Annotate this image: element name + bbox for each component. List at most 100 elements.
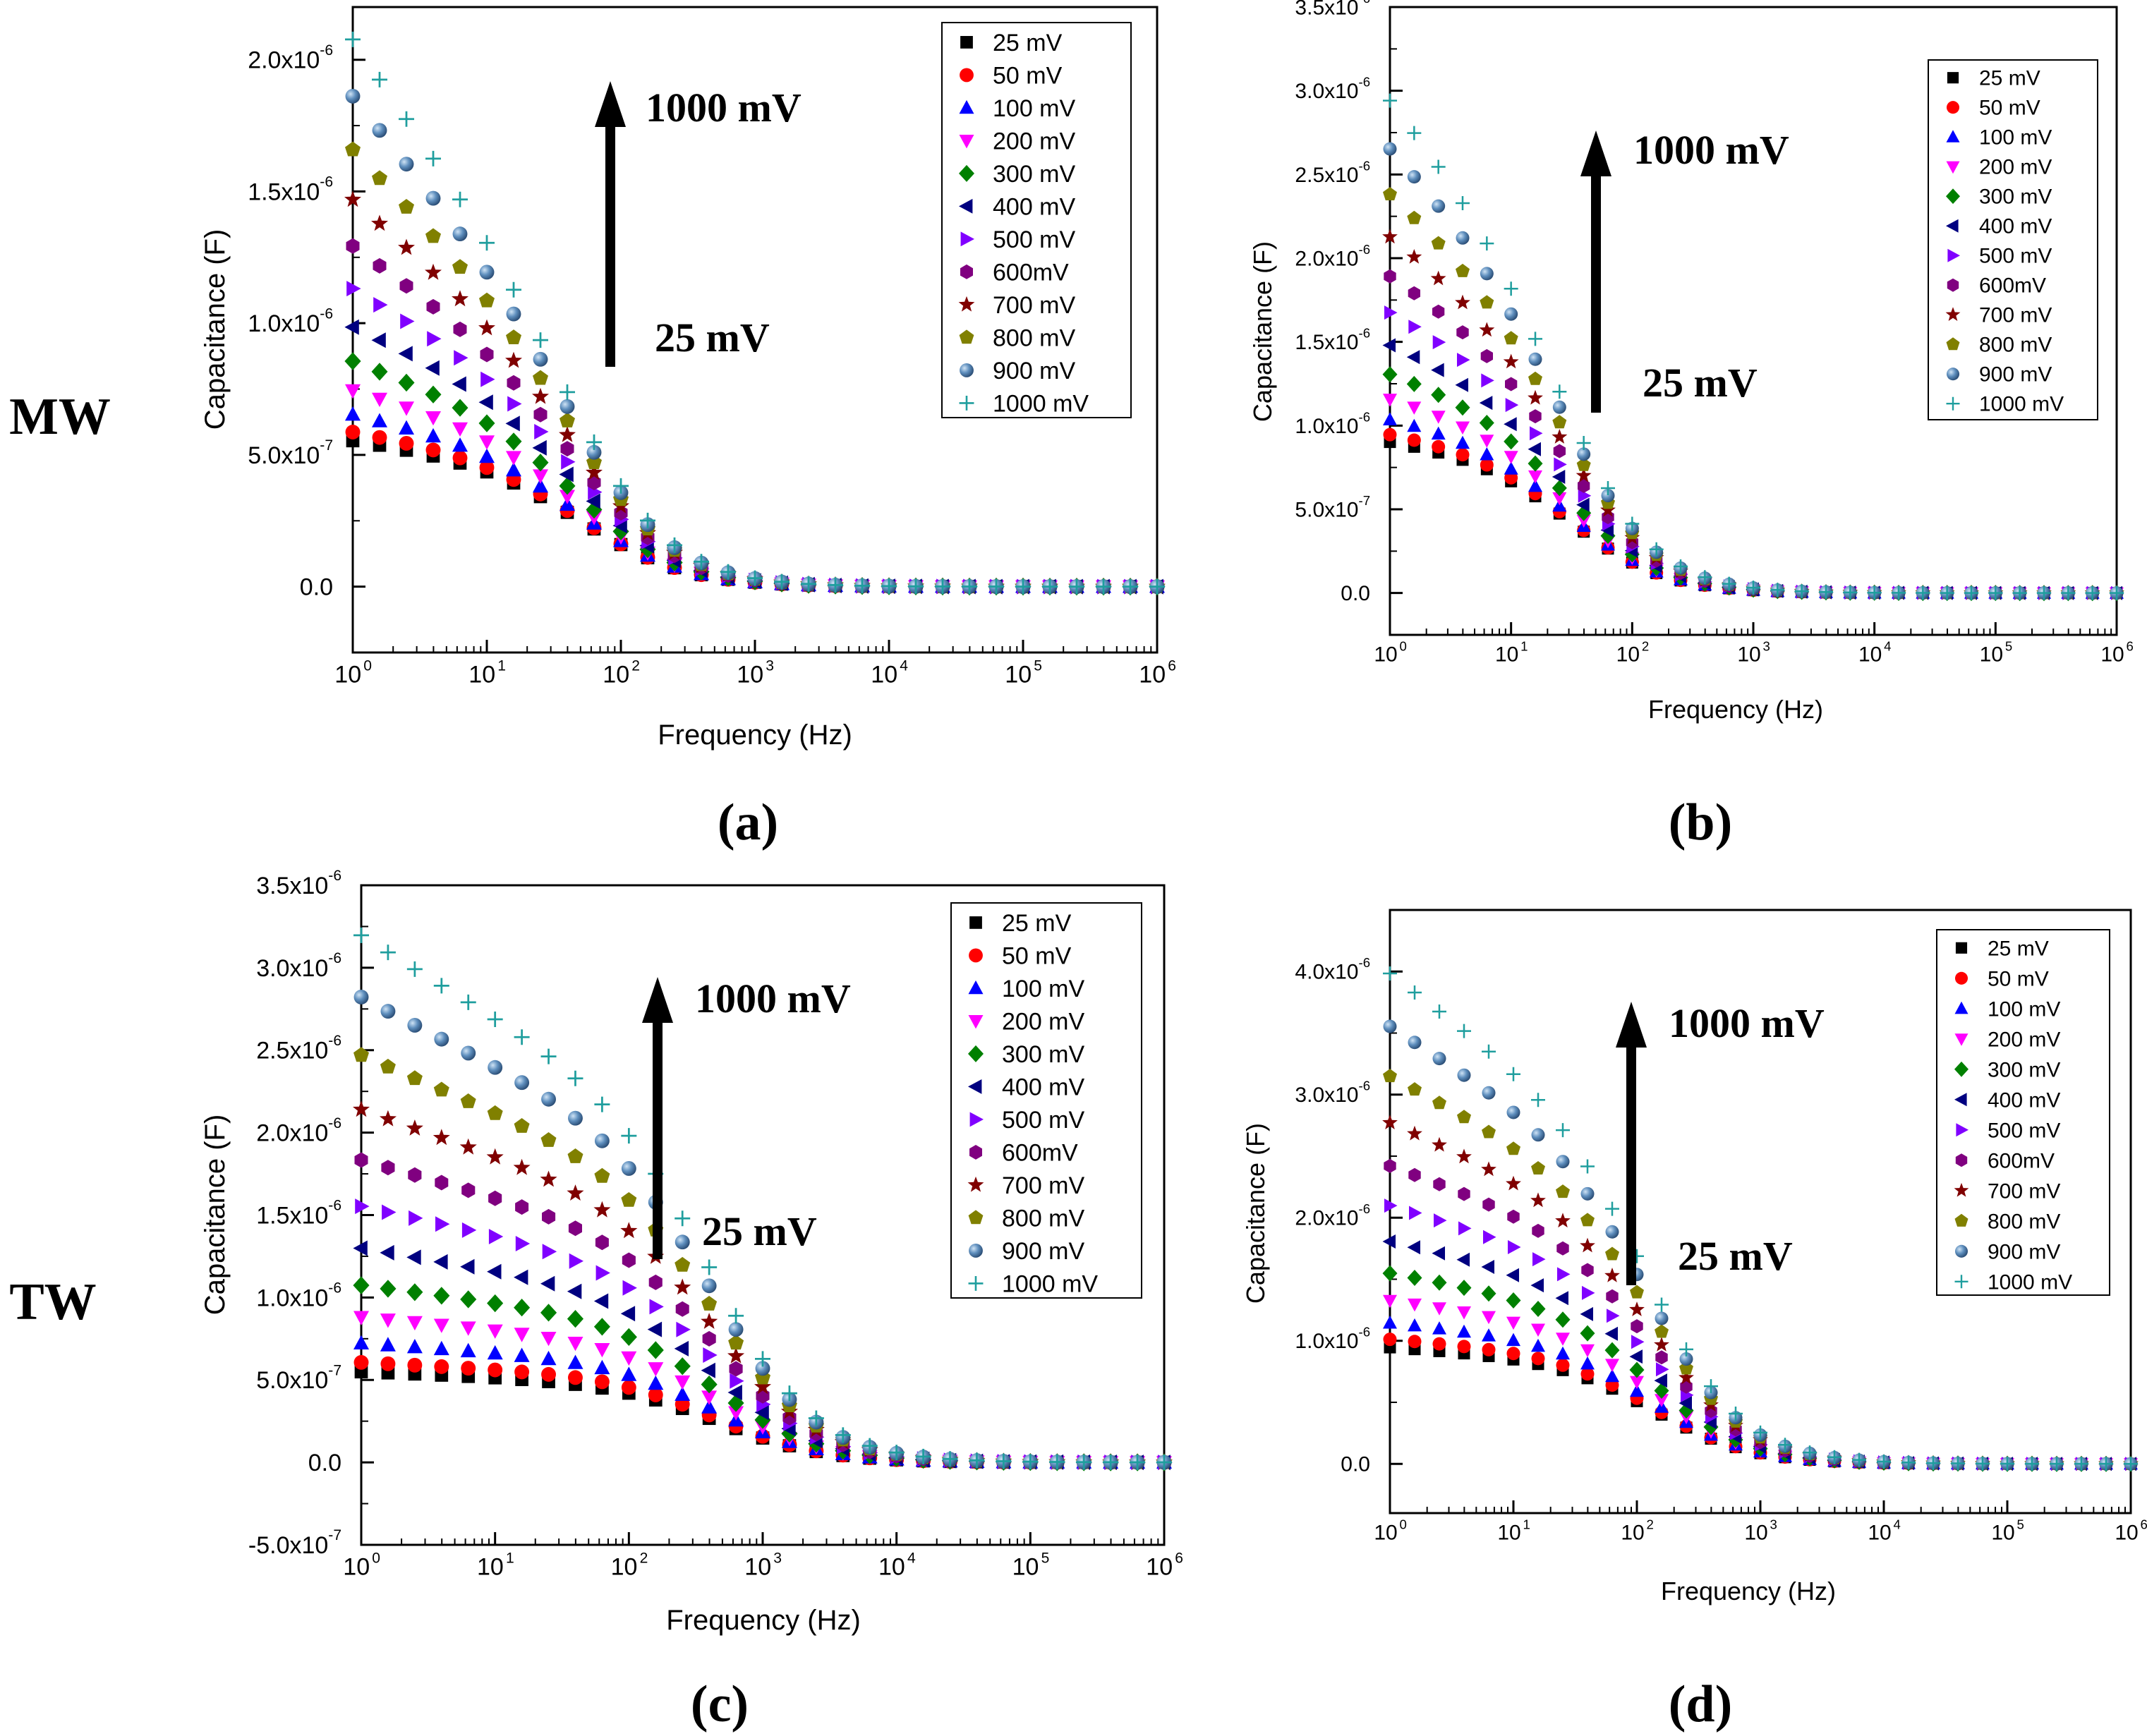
data-point-hexagon [1384,269,1396,284]
data-point-hexagon [488,1191,502,1206]
data-point-sphere [1482,1086,1496,1100]
x-tick-label: 10 [1737,643,1760,667]
data-point-star [1481,1161,1496,1176]
data-point-sphere [373,123,387,138]
data-point-plus [594,1097,610,1112]
data-point-star [1530,1192,1546,1207]
data-point-triangle-down [380,1313,396,1328]
data-point-sphere [560,399,575,414]
x-tick-label: 10 [603,662,629,688]
legend-label: 600mV [1988,1149,2055,1172]
x-tick-label: 10 [1495,643,1518,667]
data-point-circle [407,1358,422,1373]
x-tick-exponent: 0 [1400,1517,1407,1532]
data-point-triangle-right [1631,1335,1645,1349]
data-point-triangle-left [452,377,466,392]
data-point-sphere [729,1322,744,1337]
x-tick-label: 10 [2115,1522,2138,1545]
data-point-sphere [480,265,495,279]
data-point-star [701,1313,718,1329]
x-tick-label: 10 [1374,643,1397,667]
data-point-triangle-up [1408,1318,1422,1332]
y-tick-label: 2.5x10 [1295,164,1358,187]
x-axis-label: Frequency (Hz) [1661,1577,1836,1606]
data-point-sphere [702,1278,717,1293]
x-tick-label: 10 [1497,1522,1520,1545]
x-tick-label: 10 [1980,643,2003,667]
data-point-circle [399,436,414,451]
x-tick-exponent: 6 [1175,1550,1183,1567]
data-point-diamond [1456,399,1470,415]
data-point-diamond [1556,1311,1571,1328]
data-point-diamond [1630,1362,1645,1378]
data-point-triangle-down [1504,451,1518,464]
data-point-diamond [1432,1275,1447,1291]
y-tick-exponent: -6 [320,174,333,190]
data-point-pentagon [1605,1247,1619,1261]
x-tick-label: 10 [1139,662,1166,688]
data-point-sphere [1458,1069,1471,1082]
data-point-triangle-down [372,393,387,407]
data-point-sphere [533,352,548,367]
y-tick-exponent: -6 [328,950,341,966]
y-axis-label: Capacitance (F) [1248,241,1277,422]
legend-marker [1947,368,1959,380]
x-tick-exponent: 6 [2141,1517,2147,1532]
data-point-triangle-right [596,1265,610,1281]
data-point-sphere [1532,1128,1545,1141]
legend-label: 25 mV [1979,67,2040,90]
x-tick-exponent: 0 [1400,639,1407,654]
x-tick-label: 10 [468,662,495,688]
data-point-triangle-right [1582,1286,1595,1300]
data-point-triangle-down [1580,1345,1595,1358]
data-point-hexagon [355,1153,368,1168]
legend-marker [1947,72,1959,83]
data-point-plus [407,961,423,977]
data-point-circle [373,430,387,445]
legend-label: 25 mV [1002,910,1072,937]
legend-marker [969,1244,983,1258]
legend-label: 50 mV [1002,942,1072,969]
data-point-triangle-down [533,469,548,483]
data-point-triangle-left [372,332,386,348]
data-point-sphere [1504,308,1518,321]
y-tick-exponent: -6 [1359,242,1371,257]
data-point-triangle-right [1434,1213,1447,1227]
annotation-top: 1000 mV [695,976,851,1021]
data-point-triangle-down [407,1316,423,1330]
data-point-star [593,1201,610,1218]
data-point-hexagon [1554,444,1566,459]
data-point-plus [1528,332,1542,346]
x-tick-exponent: 3 [773,1550,782,1567]
row-label-mw: MW [9,388,111,446]
data-point-triangle-right [703,1347,717,1363]
data-point-pentagon [1630,1285,1644,1299]
data-point-triangle-right [507,396,521,412]
data-point-triangle-left [533,440,547,456]
data-point-triangle-left [1480,396,1493,410]
x-tick-exponent: 4 [900,658,908,674]
data-point-triangle-up [452,437,468,451]
data-point-triangle-right [427,331,441,346]
data-point-circle [488,1363,502,1378]
data-point-star [425,264,442,280]
data-point-diamond [425,386,442,403]
annotation-top: 1000 mV [1669,1000,1825,1046]
y-tick-label: 3.0x10 [1295,1084,1358,1107]
data-point-diamond [1506,1292,1521,1309]
x-tick-exponent: 6 [1168,658,1176,674]
data-point-hexagon [1384,1159,1396,1173]
data-point-plus [461,995,476,1010]
legend-label: 800 mV [993,324,1075,351]
data-point-pentagon [1655,1325,1669,1338]
legend-label: 1000 mV [993,390,1089,417]
panel-c: -5.0x10-70.05.0x10-71.0x10-61.5x10-62.0x… [200,868,1183,1732]
x-tick-label: 10 [2100,643,2124,667]
legend-marker [960,68,974,82]
data-point-sphere [1581,1187,1595,1201]
data-point-triangle-up [1407,419,1421,432]
data-point-star [1455,295,1470,310]
y-tick-label: 2.5x10 [256,1038,328,1064]
data-point-circle [1458,1340,1471,1353]
